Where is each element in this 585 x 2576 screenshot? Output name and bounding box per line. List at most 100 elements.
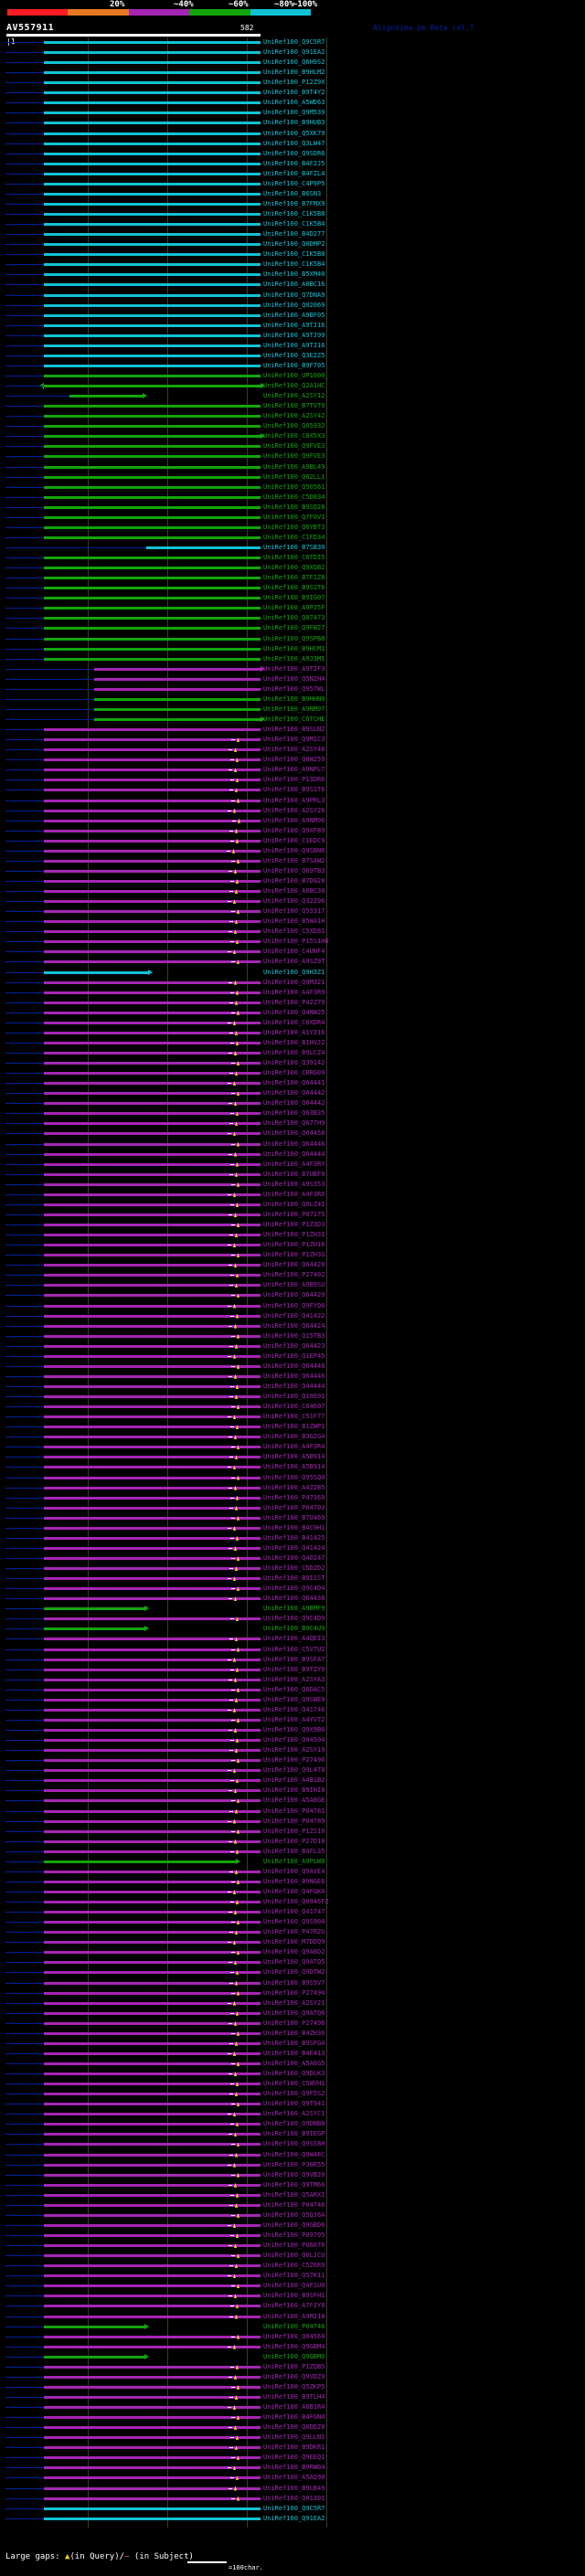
alignment-row[interactable]: [0, 260, 316, 270]
alignment-row[interactable]: [0, 523, 316, 533]
alignment-row[interactable]: [0, 1422, 316, 1432]
hsp-bar[interactable]: [44, 981, 261, 984]
hsp-bar[interactable]: [44, 2416, 261, 2420]
alignment-row[interactable]: [0, 1150, 316, 1160]
hit-accession-label[interactable]: UniRef100_Q41422: [263, 1311, 325, 1320]
hsp-bar[interactable]: [44, 303, 261, 307]
alignment-row[interactable]: [0, 1140, 316, 1150]
alignment-row[interactable]: [0, 1048, 316, 1058]
hit-accession-label[interactable]: UniRef100_A7FJY8: [263, 2302, 325, 2310]
alignment-row[interactable]: [0, 988, 316, 998]
hsp-bar[interactable]: [44, 51, 261, 55]
hsp-bar[interactable]: [44, 2133, 261, 2136]
hsp-bar[interactable]: [44, 495, 261, 499]
hsp-bar[interactable]: [44, 2103, 261, 2106]
alignment-row[interactable]: [0, 1927, 316, 1937]
alignment-row[interactable]: [0, 1108, 316, 1118]
alignment-row[interactable]: [0, 1028, 316, 1038]
hsp-bar[interactable]: [44, 2244, 261, 2248]
hsp-bar[interactable]: [44, 475, 261, 479]
hsp-bar[interactable]: [44, 2163, 261, 2167]
hsp-bar[interactable]: [44, 192, 261, 196]
hit-accession-label[interactable]: UniRef100_B5WA1H: [263, 917, 325, 926]
hsp-bar[interactable]: [44, 950, 261, 954]
hit-accession-label[interactable]: UniRef100_Q0946F2: [263, 1898, 329, 1906]
hsp-bar[interactable]: [44, 505, 261, 509]
hsp-bar[interactable]: [44, 323, 261, 327]
hit-accession-label[interactable]: UniRef100_Q64446: [263, 1372, 325, 1380]
alignment-row[interactable]: [0, 2200, 316, 2210]
hit-accession-label[interactable]: UniRef100_Q53317: [263, 907, 325, 916]
hsp-bar[interactable]: [44, 1456, 261, 1459]
alignment-row[interactable]: [0, 472, 316, 482]
hsp-bar[interactable]: [44, 2031, 261, 2035]
alignment-row[interactable]: [0, 927, 316, 937]
alignment-row[interactable]: [0, 1038, 316, 1048]
alignment-row[interactable]: [0, 1462, 316, 1472]
hsp-bar[interactable]: [44, 1971, 261, 1975]
hit-accession-label[interactable]: UniRef100_C6TCHE: [263, 716, 325, 724]
alignment-row[interactable]: [0, 2484, 316, 2494]
hit-accession-label[interactable]: UniRef100_B7FMX9: [263, 199, 325, 207]
alignment-row[interactable]: [0, 1533, 316, 1543]
hit-accession-label[interactable]: UniRef100_C1K5B8: [263, 250, 325, 259]
hit-accession-label[interactable]: UniRef100_B4E413: [263, 2049, 325, 2057]
hsp-bar[interactable]: [44, 2335, 261, 2338]
hsp-bar[interactable]: [44, 2345, 261, 2348]
hsp-bar[interactable]: [44, 1072, 261, 1076]
hsp-bar[interactable]: [44, 1729, 261, 1733]
hit-accession-label[interactable]: UniRef100_C5WVH1: [263, 2080, 325, 2088]
alignment-row[interactable]: [0, 108, 316, 118]
hsp-bar[interactable]: [44, 1162, 261, 1166]
hit-accession-label[interactable]: UniRef100_B7DG28: [263, 876, 325, 885]
hsp-bar[interactable]: [44, 2507, 261, 2510]
hit-accession-label[interactable]: UniRef100_B9SQ28: [263, 503, 325, 511]
hit-accession-label[interactable]: UniRef100_B9F705: [263, 361, 325, 369]
hit-accession-label[interactable]: UniRef100_P1ZH31: [263, 1231, 325, 1239]
hsp-bar[interactable]: [44, 455, 261, 459]
hit-accession-label[interactable]: UniRef100_Q1EP45: [263, 1352, 325, 1360]
alignment-row[interactable]: [0, 1402, 316, 1412]
hit-accession-label[interactable]: UniRef100_A1Y216: [263, 1028, 325, 1036]
hit-accession-label[interactable]: UniRef100_Q5ZKP5: [263, 2382, 325, 2390]
hsp-bar[interactable]: [44, 1627, 144, 1631]
hit-accession-label[interactable]: UniRef100_Q7F0V1: [263, 513, 325, 521]
alignment-row[interactable]: [0, 1543, 316, 1553]
alignment-row[interactable]: [0, 2372, 316, 2382]
hsp-bar[interactable]: [44, 2406, 261, 2410]
hit-accession-label[interactable]: UniRef100_B7U469: [263, 1513, 325, 1521]
hsp-bar[interactable]: [44, 2223, 261, 2227]
hsp-bar[interactable]: [44, 1587, 261, 1591]
hsp-bar[interactable]: [44, 1213, 261, 1216]
alignment-row[interactable]: [0, 765, 316, 775]
alignment-row[interactable]: [0, 2301, 316, 2311]
hsp-bar[interactable]: [44, 627, 261, 631]
alignment-row[interactable]: [0, 1807, 316, 1817]
hsp-bar[interactable]: [44, 41, 261, 44]
hsp-bar[interactable]: [44, 1607, 144, 1611]
hsp-bar[interactable]: [44, 597, 261, 600]
hsp-bar[interactable]: [44, 567, 261, 570]
hsp-bar[interactable]: [44, 1082, 261, 1086]
hit-accession-label[interactable]: UniRef100_C0RG09: [263, 1069, 325, 1077]
hit-accession-label[interactable]: UniRef100_Q02069: [263, 301, 325, 309]
alignment-row[interactable]: [0, 2504, 316, 2514]
alignment-row[interactable]: [0, 462, 316, 472]
hsp-bar[interactable]: [44, 132, 261, 135]
alignment-row[interactable]: [0, 2402, 316, 2412]
alignment-row[interactable]: [0, 553, 316, 563]
hsp-bar[interactable]: [44, 940, 261, 944]
hit-accession-label[interactable]: UniRef100_Q9AVE4: [263, 1867, 325, 1875]
alignment-row[interactable]: [0, 159, 316, 169]
alignment-row[interactable]: [0, 239, 316, 249]
alignment-row[interactable]: [0, 735, 316, 745]
hsp-bar[interactable]: [44, 849, 261, 853]
hit-accession-label[interactable]: UniRef100_Q9T941: [263, 2100, 325, 2108]
hsp-bar[interactable]: [44, 2446, 261, 2450]
alignment-row[interactable]: [0, 1473, 316, 1483]
alignment-row[interactable]: [0, 249, 316, 260]
hit-accession-label[interactable]: UniRef100_P27402: [263, 1271, 325, 1279]
hit-accession-label[interactable]: UniRef100_C5V7U2: [263, 1645, 325, 1653]
hit-accession-label[interactable]: UniRef100_Q9DLK3: [263, 2070, 325, 2078]
alignment-row[interactable]: [0, 785, 316, 795]
